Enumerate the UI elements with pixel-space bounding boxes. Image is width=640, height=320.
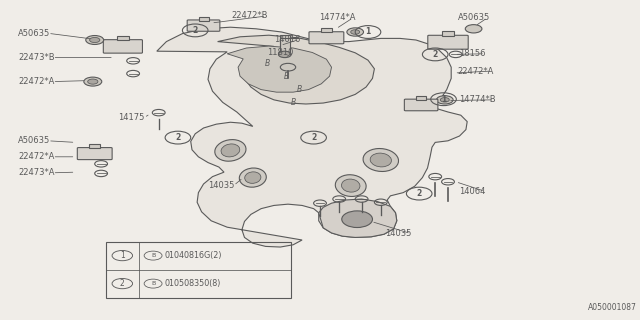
Ellipse shape [342,179,360,192]
Ellipse shape [215,140,246,161]
Bar [442,31,454,36]
Text: 14035: 14035 [208,181,234,190]
Text: 1: 1 [120,251,125,260]
Circle shape [351,30,360,34]
Text: 01040816G(2): 01040816G(2) [164,251,222,260]
Ellipse shape [221,144,240,157]
Polygon shape [157,27,467,247]
Bar [416,96,426,100]
Text: 14175: 14175 [118,113,145,122]
Text: A50635: A50635 [18,136,50,145]
Circle shape [465,25,482,33]
Text: 010508350(8): 010508350(8) [164,279,221,288]
Text: 14774*B: 14774*B [460,95,496,104]
Text: A050001087: A050001087 [588,303,637,312]
Circle shape [280,63,296,71]
Text: 18156: 18156 [460,49,486,58]
Text: B: B [265,60,270,68]
Ellipse shape [335,175,366,196]
FancyBboxPatch shape [428,35,468,49]
Text: 22473*B: 22473*B [18,53,54,62]
Ellipse shape [244,172,261,183]
Text: B: B [291,98,296,107]
Text: A50635: A50635 [458,13,490,22]
Text: 22472*A: 22472*A [18,77,54,86]
Text: B: B [284,72,289,81]
Text: 22472*B: 22472*B [232,12,268,20]
Circle shape [90,37,100,43]
Text: B: B [297,85,302,94]
Text: 1: 1 [441,95,446,104]
Text: 2: 2 [311,133,316,142]
Polygon shape [319,199,397,237]
Text: 14064: 14064 [460,187,486,196]
Ellipse shape [342,211,372,228]
Text: 14035: 14035 [385,229,412,238]
Text: 14016: 14016 [274,35,300,44]
Text: 2: 2 [417,189,422,198]
Bar [106,242,291,298]
Text: 2: 2 [175,133,180,142]
Text: 22473*A: 22473*A [18,168,54,177]
Text: 2: 2 [433,50,438,59]
Bar [198,17,209,20]
Text: B: B [151,253,156,258]
Text: 2: 2 [120,279,125,288]
Circle shape [436,96,453,104]
Bar [321,28,332,32]
Text: 14774*A: 14774*A [319,13,355,22]
Circle shape [86,36,104,44]
Text: 2: 2 [193,26,198,35]
Circle shape [88,79,98,84]
Bar [90,144,100,148]
Circle shape [84,77,102,86]
Circle shape [347,28,364,36]
FancyBboxPatch shape [187,20,220,31]
Text: 11810: 11810 [268,48,294,57]
Text: 22472*A: 22472*A [18,152,54,161]
Text: 22472*A: 22472*A [458,67,494,76]
Ellipse shape [370,153,392,167]
Circle shape [278,51,291,58]
FancyBboxPatch shape [309,32,344,44]
Text: A50635: A50635 [18,29,50,38]
Text: B: B [151,281,156,286]
Ellipse shape [363,148,399,172]
FancyBboxPatch shape [404,99,438,111]
Bar [116,36,129,40]
Text: 1: 1 [365,28,371,36]
Polygon shape [227,46,332,92]
Ellipse shape [239,168,266,187]
Circle shape [440,98,449,102]
Polygon shape [218,35,374,104]
FancyBboxPatch shape [103,40,143,53]
Bar [280,35,290,53]
FancyBboxPatch shape [77,148,112,160]
